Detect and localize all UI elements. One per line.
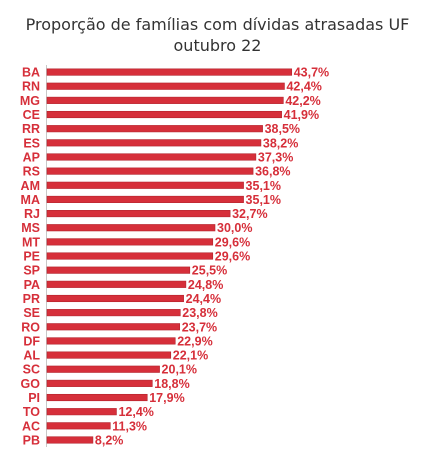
value-label-se: 23,8%: [182, 306, 217, 320]
bar-pe: [46, 252, 214, 260]
bar-mg: [46, 96, 284, 104]
bar-ac: [46, 422, 111, 430]
value-label-sc: 20,1%: [162, 363, 197, 377]
value-label-sp: 25,5%: [192, 264, 227, 278]
value-label-ro: 23,7%: [182, 320, 217, 334]
value-label-rs: 36,8%: [255, 165, 290, 179]
category-label-to: TO: [23, 405, 40, 419]
category-label-ap: AP: [23, 150, 40, 164]
value-label-ms: 30,0%: [217, 221, 252, 235]
value-label-pi: 17,9%: [149, 391, 184, 405]
category-label-pb: PB: [23, 433, 40, 447]
value-label-am: 35,1%: [246, 179, 281, 193]
bar-pa: [46, 280, 187, 288]
bar-ms: [46, 224, 216, 232]
bar-se: [46, 309, 181, 317]
category-label-pa: PA: [24, 278, 40, 292]
bar-pb: [46, 436, 94, 444]
value-label-df: 22,9%: [177, 334, 212, 348]
category-label-ce: CE: [23, 108, 40, 122]
category-label-ba: BA: [22, 66, 40, 80]
bar-pr: [46, 294, 184, 303]
bars-group: [46, 68, 293, 444]
value-label-go: 18,8%: [154, 377, 189, 391]
value-label-mt: 29,6%: [215, 235, 250, 249]
category-label-sc: SC: [23, 363, 40, 377]
category-label-am: AM: [21, 179, 40, 193]
value-label-to: 12,4%: [118, 405, 153, 419]
category-label-pr: PR: [23, 292, 40, 306]
value-label-ba: 43,7%: [294, 66, 329, 80]
category-label-mg: MG: [20, 94, 40, 108]
category-label-al: AL: [23, 349, 40, 363]
value-label-al: 22,1%: [173, 349, 208, 363]
category-label-ms: MS: [21, 221, 40, 235]
category-label-go: GO: [21, 377, 41, 391]
value-label-rn: 42,4%: [286, 80, 321, 94]
bar-rr: [46, 125, 263, 133]
bar-mt: [46, 238, 214, 246]
category-label-rj: RJ: [24, 207, 40, 221]
bar-ro: [46, 323, 181, 331]
value-label-ce: 41,9%: [284, 108, 319, 122]
value-label-mg: 42,2%: [285, 94, 320, 108]
category-label-ro: RO: [21, 320, 40, 334]
category-label-rn: RN: [22, 80, 40, 94]
value-label-ma: 35,1%: [246, 193, 281, 207]
bar-sp: [46, 266, 191, 274]
category-label-ac: AC: [22, 419, 40, 433]
bar-ap: [46, 153, 257, 161]
bar-rj: [46, 210, 231, 218]
value-label-ac: 11,3%: [112, 419, 147, 433]
category-label-mt: MT: [22, 235, 40, 249]
bar-rs: [46, 167, 254, 175]
value-label-rr: 38,5%: [265, 122, 300, 136]
category-label-pi: PI: [28, 391, 40, 405]
category-label-pe: PE: [23, 250, 40, 264]
bar-ma: [46, 195, 244, 203]
value-labels-group: 43,7%42,4%42,2%41,9%38,5%38,2%37,3%36,8%…: [95, 66, 329, 448]
value-label-pa: 24,8%: [188, 278, 223, 292]
bar-pi: [46, 393, 148, 402]
category-labels-group: BARNMGCERRESAPRSAMMARJMSMTPESPPAPRSERODF…: [20, 66, 40, 448]
bar-rn: [46, 82, 285, 90]
value-label-ap: 37,3%: [258, 150, 293, 164]
bar-sc: [46, 365, 160, 373]
bar-al: [46, 351, 172, 359]
value-label-rj: 32,7%: [232, 207, 267, 221]
value-label-es: 38,2%: [263, 136, 298, 150]
bar-df: [46, 337, 176, 345]
chart-title: Proporção de famílias com dívidas atrasa…: [25, 15, 410, 55]
category-label-rs: RS: [23, 165, 40, 179]
bar-es: [46, 139, 262, 147]
category-label-se: SE: [23, 306, 40, 320]
bar-ce: [46, 110, 282, 119]
bar-to: [46, 408, 117, 416]
bar-ba: [46, 68, 293, 76]
value-label-pr: 24,4%: [186, 292, 221, 306]
value-label-pb: 8,2%: [95, 433, 124, 447]
category-label-rr: RR: [22, 122, 40, 136]
category-label-df: DF: [23, 334, 40, 348]
bar-am: [46, 181, 244, 189]
category-label-sp: SP: [23, 264, 40, 278]
value-label-pe: 29,6%: [215, 250, 250, 264]
category-label-ma: MA: [21, 193, 40, 207]
bar-go: [46, 379, 153, 387]
category-label-es: ES: [23, 136, 40, 150]
